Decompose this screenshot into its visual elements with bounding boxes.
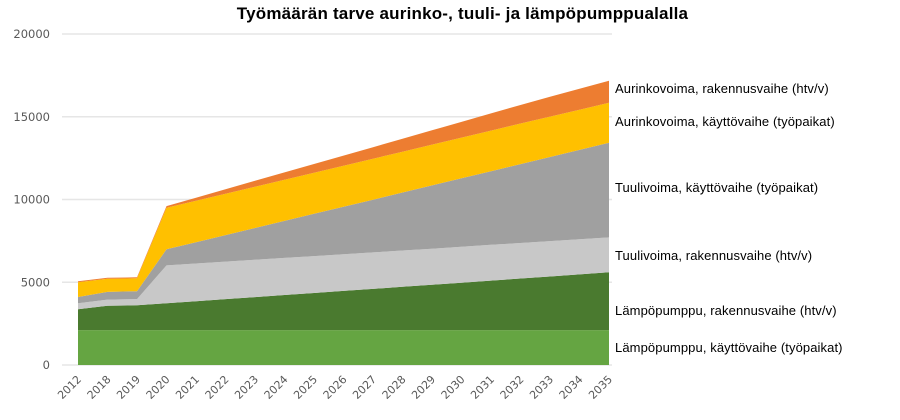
chart-title: Työmäärän tarve aurinko-, tuuli- ja lämp… — [236, 4, 689, 23]
x-tick-label: 2026 — [321, 373, 350, 402]
area-series — [78, 237, 609, 310]
x-tick-label: 2028 — [380, 373, 409, 402]
x-tick-label: 2032 — [498, 373, 527, 402]
y-tick-label: 0 — [43, 358, 50, 372]
legend-item-lampopumppu-kaytto: Lämpöpumppu, käyttövaihe (työpaikat) — [615, 340, 843, 355]
x-tick-label: 2025 — [291, 373, 320, 402]
x-tick-label: 2033 — [527, 373, 556, 402]
legend-item-tuuli-kaytto: Tuulivoima, käyttövaihe (työpaikat) — [615, 180, 819, 195]
x-tick-label: 2012 — [55, 373, 84, 402]
area-series — [78, 142, 609, 304]
x-tick-label: 2035 — [586, 373, 615, 402]
area-series — [78, 102, 609, 297]
y-axis-ticks: 0 5000 10000 15000 20000 — [13, 27, 50, 372]
x-tick-label: 2020 — [144, 373, 173, 402]
y-tick-label: 15000 — [13, 110, 50, 124]
legend-item-aurinko-rakennus: Aurinkovoima, rakennusvaihe (htv/v) — [615, 81, 829, 96]
x-tick-label: 2029 — [409, 373, 438, 402]
y-tick-label: 5000 — [21, 275, 50, 289]
x-tick-label: 2023 — [232, 373, 261, 402]
area-series — [78, 272, 609, 331]
legend-item-aurinko-kaytto: Aurinkovoima, käyttövaihe (työpaikat) — [615, 114, 835, 129]
x-tick-label: 2024 — [262, 373, 291, 402]
y-tick-label: 10000 — [13, 193, 50, 207]
legend-item-tuuli-rakennus: Tuulivoima, rakennusvaihe (htv/v) — [615, 248, 813, 263]
x-tick-label: 2034 — [557, 373, 586, 402]
x-tick-label: 2027 — [350, 373, 379, 402]
x-axis-ticks: 2012 2018 2019 2020 2021 2022 2023 2024 2025 2026… — [55, 373, 615, 402]
area-series — [78, 80, 609, 365]
y-tick-label: 20000 — [13, 27, 50, 41]
area-series — [78, 330, 609, 365]
x-tick-label: 2031 — [468, 373, 497, 402]
legend-item-lampopumppu-rakennus: Lämpöpumppu, rakennusvaihe (htv/v) — [615, 303, 837, 318]
x-tick-label: 2022 — [203, 373, 232, 402]
x-tick-label: 2021 — [173, 373, 202, 402]
x-tick-label: 2018 — [85, 373, 114, 402]
x-tick-label: 2030 — [439, 373, 468, 402]
x-tick-label: 2019 — [114, 373, 143, 402]
area-series — [78, 80, 609, 283]
